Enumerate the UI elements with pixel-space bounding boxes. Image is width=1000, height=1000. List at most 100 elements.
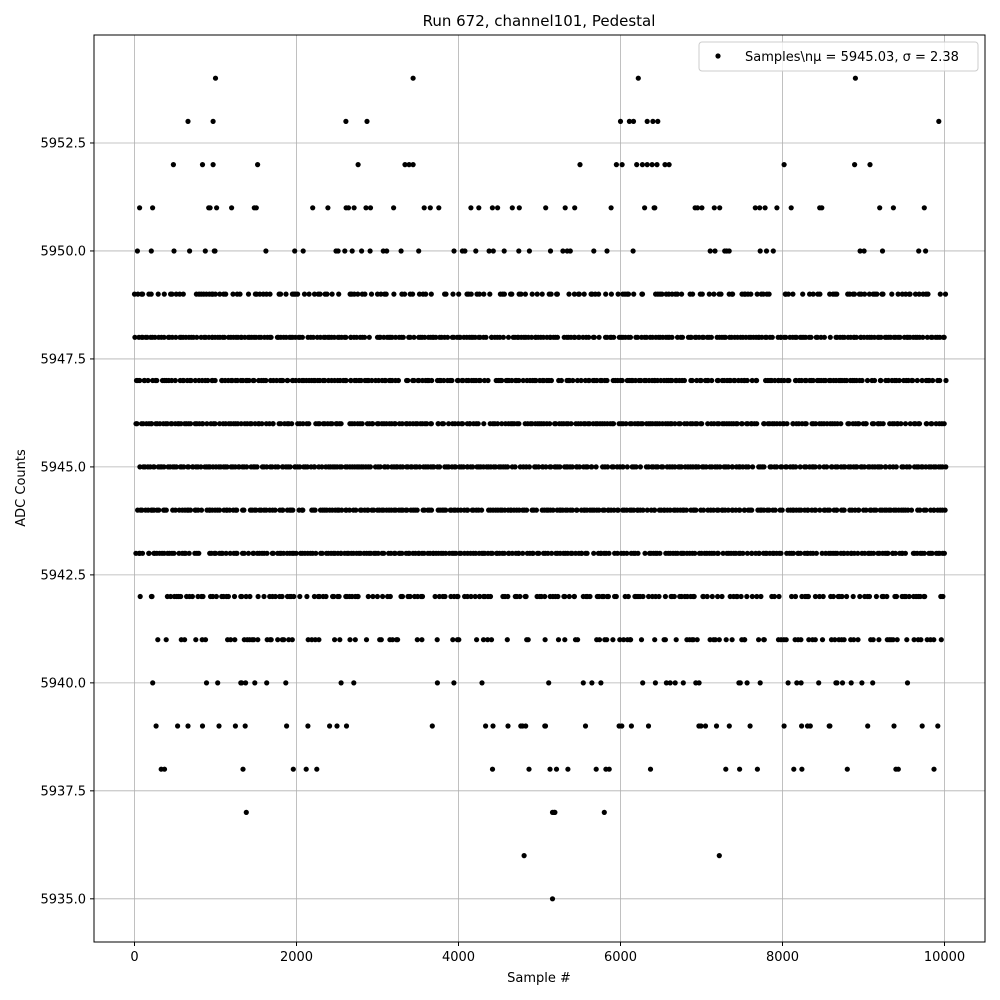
data-point bbox=[520, 377, 526, 384]
data-point bbox=[698, 377, 704, 384]
data-point bbox=[701, 334, 707, 340]
data-point bbox=[477, 593, 483, 600]
data-point bbox=[203, 680, 210, 686]
data-point bbox=[516, 205, 522, 211]
data-point bbox=[543, 205, 549, 211]
data-point bbox=[255, 637, 261, 643]
data-point bbox=[468, 291, 474, 297]
data-point bbox=[381, 550, 387, 556]
data-point bbox=[306, 291, 312, 297]
data-point bbox=[245, 550, 252, 556]
data-point bbox=[744, 593, 750, 600]
data-point bbox=[737, 507, 743, 513]
data-point bbox=[267, 291, 273, 297]
data-point bbox=[781, 162, 787, 168]
data-point bbox=[337, 637, 343, 643]
data-point bbox=[866, 291, 873, 297]
data-point bbox=[148, 248, 154, 254]
data-point bbox=[451, 680, 457, 686]
data-point bbox=[217, 421, 223, 427]
data-point bbox=[907, 291, 913, 297]
data-point bbox=[343, 377, 349, 384]
data-point bbox=[431, 464, 437, 470]
data-point bbox=[399, 421, 405, 427]
data-point bbox=[692, 550, 698, 556]
data-point bbox=[335, 248, 341, 254]
data-point bbox=[844, 766, 850, 772]
data-point bbox=[391, 205, 397, 211]
data-point bbox=[367, 464, 373, 470]
data-point bbox=[173, 334, 179, 340]
data-point bbox=[904, 637, 910, 643]
data-point bbox=[711, 205, 717, 211]
data-point bbox=[547, 766, 553, 772]
data-point bbox=[799, 766, 805, 772]
data-point bbox=[194, 334, 200, 340]
data-point bbox=[830, 593, 837, 600]
data-point bbox=[631, 507, 637, 513]
data-point bbox=[227, 550, 233, 556]
data-point bbox=[794, 680, 800, 686]
data-point bbox=[654, 162, 660, 168]
data-point bbox=[281, 550, 287, 556]
data-point bbox=[942, 507, 948, 513]
data-point bbox=[410, 291, 416, 297]
data-point bbox=[316, 421, 323, 427]
data-point bbox=[421, 550, 427, 556]
data-point bbox=[873, 593, 880, 600]
data-point bbox=[711, 291, 717, 297]
data-point bbox=[880, 421, 886, 427]
data-point bbox=[238, 421, 244, 427]
data-point bbox=[512, 464, 518, 470]
data-point bbox=[370, 593, 376, 600]
data-point bbox=[451, 248, 457, 254]
data-point bbox=[146, 550, 152, 556]
data-point bbox=[819, 205, 825, 211]
data-point bbox=[329, 421, 335, 427]
data-point bbox=[827, 334, 833, 340]
data-point bbox=[925, 291, 931, 297]
data-point bbox=[232, 723, 238, 729]
data-point bbox=[712, 637, 718, 643]
data-point bbox=[521, 853, 527, 859]
data-point bbox=[343, 118, 349, 124]
data-point bbox=[579, 550, 585, 556]
data-point bbox=[614, 550, 621, 556]
data-point bbox=[810, 377, 816, 384]
data-point bbox=[628, 723, 635, 729]
data-point bbox=[567, 248, 573, 254]
data-point bbox=[812, 637, 818, 643]
data-point bbox=[783, 334, 789, 340]
data-point bbox=[839, 680, 846, 686]
data-point bbox=[772, 507, 778, 513]
data-point bbox=[822, 377, 829, 384]
data-point bbox=[449, 377, 455, 384]
data-point bbox=[364, 118, 370, 124]
data-point bbox=[606, 550, 612, 556]
data-point bbox=[150, 205, 156, 211]
data-point bbox=[217, 291, 223, 297]
data-point bbox=[844, 377, 850, 384]
data-point bbox=[436, 205, 442, 211]
data-point bbox=[529, 334, 535, 340]
data-point bbox=[779, 464, 785, 470]
data-point bbox=[769, 334, 775, 340]
data-point bbox=[942, 291, 949, 297]
data-point bbox=[669, 334, 675, 340]
data-point bbox=[615, 291, 621, 297]
data-point bbox=[877, 205, 883, 211]
data-point bbox=[553, 421, 559, 427]
data-point bbox=[387, 593, 393, 600]
data-point bbox=[749, 593, 755, 600]
data-point bbox=[605, 593, 612, 600]
data-point bbox=[748, 291, 754, 297]
data-point bbox=[621, 637, 627, 643]
data-point bbox=[726, 248, 732, 254]
data-point bbox=[717, 464, 723, 470]
data-point bbox=[516, 248, 522, 254]
data-point bbox=[227, 507, 233, 513]
data-point bbox=[604, 637, 610, 643]
data-point bbox=[906, 464, 913, 470]
data-point bbox=[852, 75, 859, 81]
data-point bbox=[253, 507, 259, 513]
